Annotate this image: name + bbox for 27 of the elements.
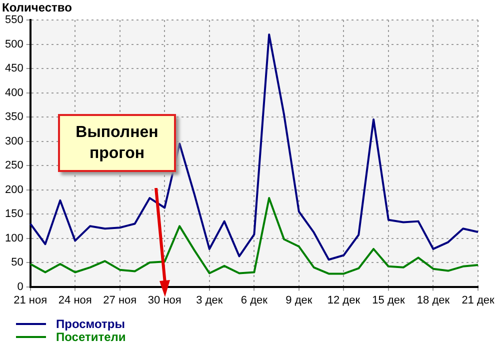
x-tick-label: 3 дек [196, 294, 223, 306]
x-tick-label: 24 ноя [58, 294, 92, 306]
x-tick-label: 6 дек [240, 294, 268, 306]
y-tick-label: 150 [4, 208, 24, 220]
y-tick-label: 500 [4, 38, 24, 50]
x-tick-label: 21 ноя [14, 294, 48, 306]
y-tick-label: 300 [4, 135, 24, 148]
y-tick-label: 550 [4, 14, 24, 26]
x-tick-label: 18 дек [416, 294, 450, 306]
x-tick-label: 27 ноя [103, 294, 137, 306]
y-tick-label: 400 [4, 86, 24, 99]
x-tick-label: 15 дек [372, 294, 405, 306]
x-tick-label: 21 дек [462, 294, 495, 306]
y-tick-label: 0 [17, 280, 24, 293]
legend-label: Просмотры [56, 316, 126, 330]
annotation: Выполнен прогон [58, 114, 176, 172]
y-tick-label: 450 [4, 62, 24, 75]
x-tick-label: 9 дек [286, 294, 312, 306]
legend-label: Посетители [56, 330, 126, 344]
y-tick-label: 350 [4, 111, 24, 124]
y-tick-label: 50 [11, 256, 24, 269]
x-tick-label: 12 дек [327, 294, 360, 306]
y-tick-label: 200 [4, 184, 24, 196]
x-tick-label: 30 ноя [148, 294, 182, 306]
y-tick-label: 250 [4, 160, 24, 172]
y-axis-title: Количество [2, 0, 72, 14]
y-tick-label: 100 [4, 232, 24, 244]
